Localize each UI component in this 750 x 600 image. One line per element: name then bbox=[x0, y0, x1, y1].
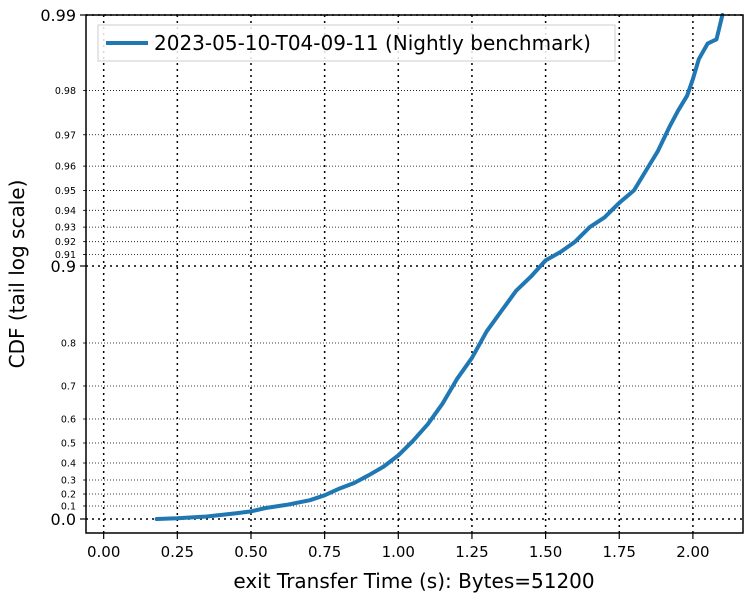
legend-box bbox=[97, 24, 616, 62]
legend-label: 2023-05-10-T04-09-11 (Nightly benchmark) bbox=[154, 31, 591, 55]
y-minor-tick-label: 0.91 bbox=[55, 250, 76, 261]
y-minor-tick-label: 0.92 bbox=[55, 237, 76, 248]
cdf-series-line bbox=[154, 13, 725, 521]
x-tick-label: 0.50 bbox=[234, 543, 267, 561]
plot-frame bbox=[85, 14, 744, 534]
y-minor-tick-label: 0.3 bbox=[61, 476, 76, 487]
y-tick-label: 0.99 bbox=[40, 6, 76, 25]
y-minor-tick-label: 0.2 bbox=[61, 490, 76, 501]
x-axis-title: exit Transfer Time (s): Bytes=51200 bbox=[233, 569, 594, 593]
y-minor-tick-label: 0.96 bbox=[55, 162, 76, 173]
x-tick-label: 0.00 bbox=[87, 543, 120, 561]
x-axis-ticks: 0.00 0.25 0.50 0.75 1.00 1.25 1.50 1.75 2.00 bbox=[87, 533, 710, 561]
y-minor-tick-label: 0.97 bbox=[55, 130, 76, 141]
y-minor-tick-label: 0.1 bbox=[61, 502, 76, 513]
y-minor-tick-label: 0.94 bbox=[55, 206, 76, 217]
y-minor-tick-label: 0.5 bbox=[61, 439, 76, 450]
y-axis-ticks: 0.0 0.9 0.99 0.10.2 0.3 0.4 0.5 0.6 0.7 0.8 0.91 0.… bbox=[40, 6, 86, 529]
x-tick-label: 0.25 bbox=[161, 543, 194, 561]
x-tick-label: 1.25 bbox=[455, 543, 488, 561]
legend: 2023-05-10-T04-09-11 (Nightly benchmark) bbox=[97, 24, 616, 62]
y-minor-tick-label: 0.4 bbox=[61, 459, 76, 470]
y-minor-tick-label: 0.6 bbox=[61, 415, 76, 426]
x-tick-label: 0.75 bbox=[308, 543, 341, 561]
y-minor-tick-label: 0.8 bbox=[61, 339, 76, 350]
grid bbox=[86, 14, 743, 533]
x-tick-label: 1.75 bbox=[603, 543, 636, 561]
y-minor-tick-label: 0.95 bbox=[55, 186, 76, 197]
x-tick-label: 2.00 bbox=[676, 543, 709, 561]
y-tick-label: 0.9 bbox=[51, 257, 76, 276]
series-layer bbox=[154, 13, 725, 521]
y-minor-tick-label: 0.7 bbox=[61, 382, 76, 393]
y-tick-label: 0.0 bbox=[51, 510, 76, 529]
y-axis-title: CDF (tail log scale) bbox=[5, 180, 29, 369]
y-minor-tick-label: 0.98 bbox=[55, 86, 76, 97]
y-minor-tick-label: 0.93 bbox=[55, 223, 76, 234]
x-tick-label: 1.00 bbox=[382, 543, 415, 561]
x-tick-label: 1.50 bbox=[529, 543, 562, 561]
